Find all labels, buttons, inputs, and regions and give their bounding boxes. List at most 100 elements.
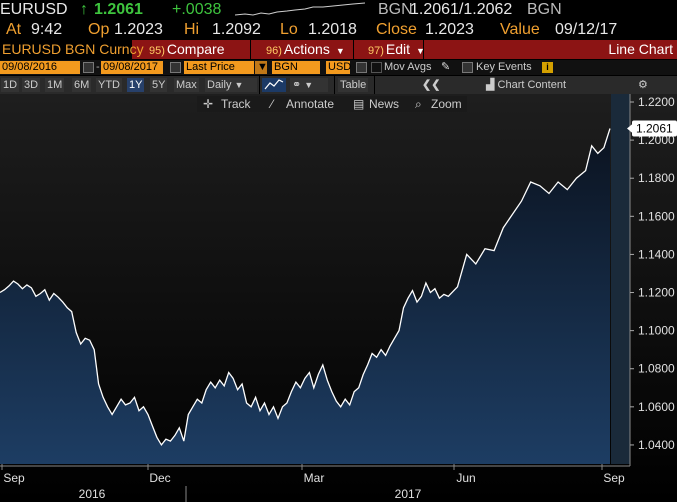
range-bar: 1D 3D 1M 6M YTD 1Y 5Y Max Daily ▼ ⚭ ▼ Ta… bbox=[0, 76, 677, 94]
annotate-button[interactable]: Annotate bbox=[286, 97, 335, 111]
date-separator: - bbox=[96, 61, 100, 73]
dropdown-caret-icon[interactable]: ▼ bbox=[255, 61, 268, 74]
y-tick-label: 1.0800 bbox=[638, 362, 675, 376]
chart-icon: ▟ bbox=[486, 79, 495, 91]
up-arrow-icon: ↑ bbox=[80, 1, 88, 18]
edit-hotkey: 97) bbox=[368, 45, 384, 57]
news-button[interactable]: News bbox=[369, 97, 400, 111]
divider bbox=[374, 76, 375, 94]
calendar-icon[interactable] bbox=[170, 62, 181, 73]
range-ytd[interactable]: YTD bbox=[96, 78, 122, 92]
chart-content-label: Chart Content bbox=[497, 79, 567, 91]
price-change: +.0038 bbox=[172, 1, 222, 18]
chart-type-label[interactable]: Line Chart bbox=[608, 41, 673, 57]
divider bbox=[334, 76, 335, 94]
x-year-label: 2017 bbox=[395, 487, 422, 501]
table-button[interactable]: Table bbox=[338, 78, 369, 92]
open-value: 1.2023 bbox=[114, 21, 163, 38]
last-price-pointer bbox=[627, 123, 633, 134]
last-period-shade bbox=[611, 94, 630, 464]
actions-button[interactable]: 96) Actions ▼ bbox=[262, 40, 354, 59]
actions-hotkey: 96) bbox=[266, 45, 282, 57]
x-month-label: Sep bbox=[3, 471, 25, 485]
bid-ask: 1.2061/1.2062 bbox=[410, 1, 513, 18]
x-month-label: Dec bbox=[149, 471, 170, 485]
range-1y[interactable]: 1Y bbox=[127, 78, 145, 92]
low-label: Lo bbox=[280, 21, 298, 38]
y-tick-label: 1.0600 bbox=[638, 400, 675, 414]
range-1m[interactable]: 1M bbox=[45, 78, 65, 92]
currency-field[interactable]: USD bbox=[326, 61, 352, 74]
security-field[interactable]: EURUSD BGN Curncy bbox=[0, 40, 144, 59]
mov-avgs-label: Mov Avgs bbox=[384, 61, 432, 73]
caret-down-icon: ▼ bbox=[335, 46, 345, 56]
ticker-symbol: EURUSD bbox=[0, 1, 68, 18]
mov-avgs-toggle[interactable] bbox=[371, 62, 382, 73]
caret-down-icon: ▼ bbox=[304, 80, 314, 90]
y-tick-label: 1.0400 bbox=[638, 438, 675, 452]
calendar-icon[interactable] bbox=[83, 62, 94, 73]
track-button[interactable]: Track bbox=[221, 97, 251, 111]
quote-header-row1: EURUSD ↑ 1.2061 +.0038 BGN 1.2061/1.2062… bbox=[0, 0, 677, 20]
parameter-bar: 09/08/2016 - 09/08/2017 Last Price ▼ BGN… bbox=[0, 60, 677, 75]
y-tick-label: 1.2200 bbox=[638, 95, 675, 109]
at-time: 9:42 bbox=[31, 21, 63, 38]
chart-style-select[interactable]: ⚭ ▼ bbox=[290, 78, 328, 92]
at-label: At bbox=[6, 21, 22, 38]
frequency-select[interactable]: Daily ▼ bbox=[205, 78, 257, 92]
open-label: Op bbox=[88, 21, 110, 38]
value-date: 09/12/17 bbox=[555, 21, 618, 38]
start-date-field[interactable]: 09/08/2016 bbox=[0, 61, 80, 74]
news-icon[interactable]: ▤ bbox=[353, 97, 365, 111]
close-label: Close bbox=[376, 21, 417, 38]
high-label: Hi bbox=[184, 21, 200, 38]
low-value: 1.2018 bbox=[308, 21, 357, 38]
zoom-button[interactable]: Zoom bbox=[431, 97, 462, 111]
range-3d[interactable]: 3D bbox=[22, 78, 41, 92]
chart-toolbar: ✛ Track ⁄ Annotate ▤ News ⌕ Zoom bbox=[197, 96, 467, 112]
close-value: 1.2023 bbox=[425, 21, 474, 38]
collapse-chevron-icon[interactable]: ❮❮ bbox=[422, 79, 441, 91]
compare-hotkey: 95) bbox=[149, 45, 165, 57]
sparkline-icon bbox=[235, 2, 365, 16]
price-field-select[interactable]: Last Price bbox=[184, 61, 254, 74]
key-events-checkbox[interactable] bbox=[462, 62, 473, 73]
range-max[interactable]: Max bbox=[174, 78, 199, 92]
crosshair-icon[interactable]: ✛ bbox=[203, 97, 214, 111]
frequency-label: Daily bbox=[207, 79, 232, 91]
y-tick-label: 1.1200 bbox=[638, 286, 675, 300]
pencil-icon[interactable]: ✎ bbox=[441, 61, 451, 73]
divider bbox=[259, 76, 260, 94]
last-price-label: 1.2061 bbox=[627, 120, 677, 137]
range-5y[interactable]: 5Y bbox=[150, 78, 168, 92]
edit-label: Edit bbox=[385, 41, 411, 57]
key-events-label: Key Events bbox=[476, 61, 532, 73]
x-month-label: Mar bbox=[304, 471, 325, 485]
y-tick-label: 1.1600 bbox=[638, 209, 675, 223]
y-axis: 1.0400 1.0600 1.0800 1.1000 1.1200 1.1400 1.16… bbox=[629, 94, 675, 466]
y-tick-label: 1.1000 bbox=[638, 324, 675, 338]
bgn-suffix: BGN bbox=[527, 1, 562, 18]
compare-button[interactable]: 95) Compare bbox=[145, 40, 251, 59]
mov-avgs-checkbox[interactable] bbox=[356, 62, 367, 73]
info-icon[interactable]: i bbox=[542, 62, 553, 73]
annotate-pen-icon[interactable]: ⁄ bbox=[271, 97, 274, 111]
end-date-field[interactable]: 09/08/2017 bbox=[101, 61, 163, 74]
x-axis: Sep Dec Mar Jun Sep 2016 2017 bbox=[0, 464, 630, 502]
price-chart[interactable]: 1.0400 1.0600 1.0800 1.1000 1.1200 1.1400 1.16… bbox=[0, 94, 677, 502]
bgn-label: BGN bbox=[378, 1, 413, 18]
edit-button[interactable]: 97) Edit ▼ bbox=[364, 40, 425, 59]
y-tick-label: 1.1800 bbox=[638, 171, 675, 185]
source-field[interactable]: BGN bbox=[272, 61, 320, 74]
zoom-icon[interactable]: ⌕ bbox=[415, 97, 422, 111]
range-1d[interactable]: 1D bbox=[1, 78, 20, 92]
quote-header-row2: At 9:42 Op 1.2023 Hi 1.2092 Lo 1.2018 Cl… bbox=[0, 20, 677, 40]
last-price-badge bbox=[632, 120, 677, 137]
last-price-text: 1.2061 bbox=[636, 121, 673, 135]
x-year-label: 2016 bbox=[79, 487, 106, 501]
caret-down-icon: ▼ bbox=[234, 80, 244, 90]
settings-gear-icon[interactable]: ⚙ bbox=[638, 79, 648, 91]
range-6m[interactable]: 6M bbox=[72, 78, 92, 92]
line-chart-icon[interactable] bbox=[262, 78, 286, 92]
chart-content-button[interactable]: ▟ Chart Content bbox=[484, 78, 568, 92]
